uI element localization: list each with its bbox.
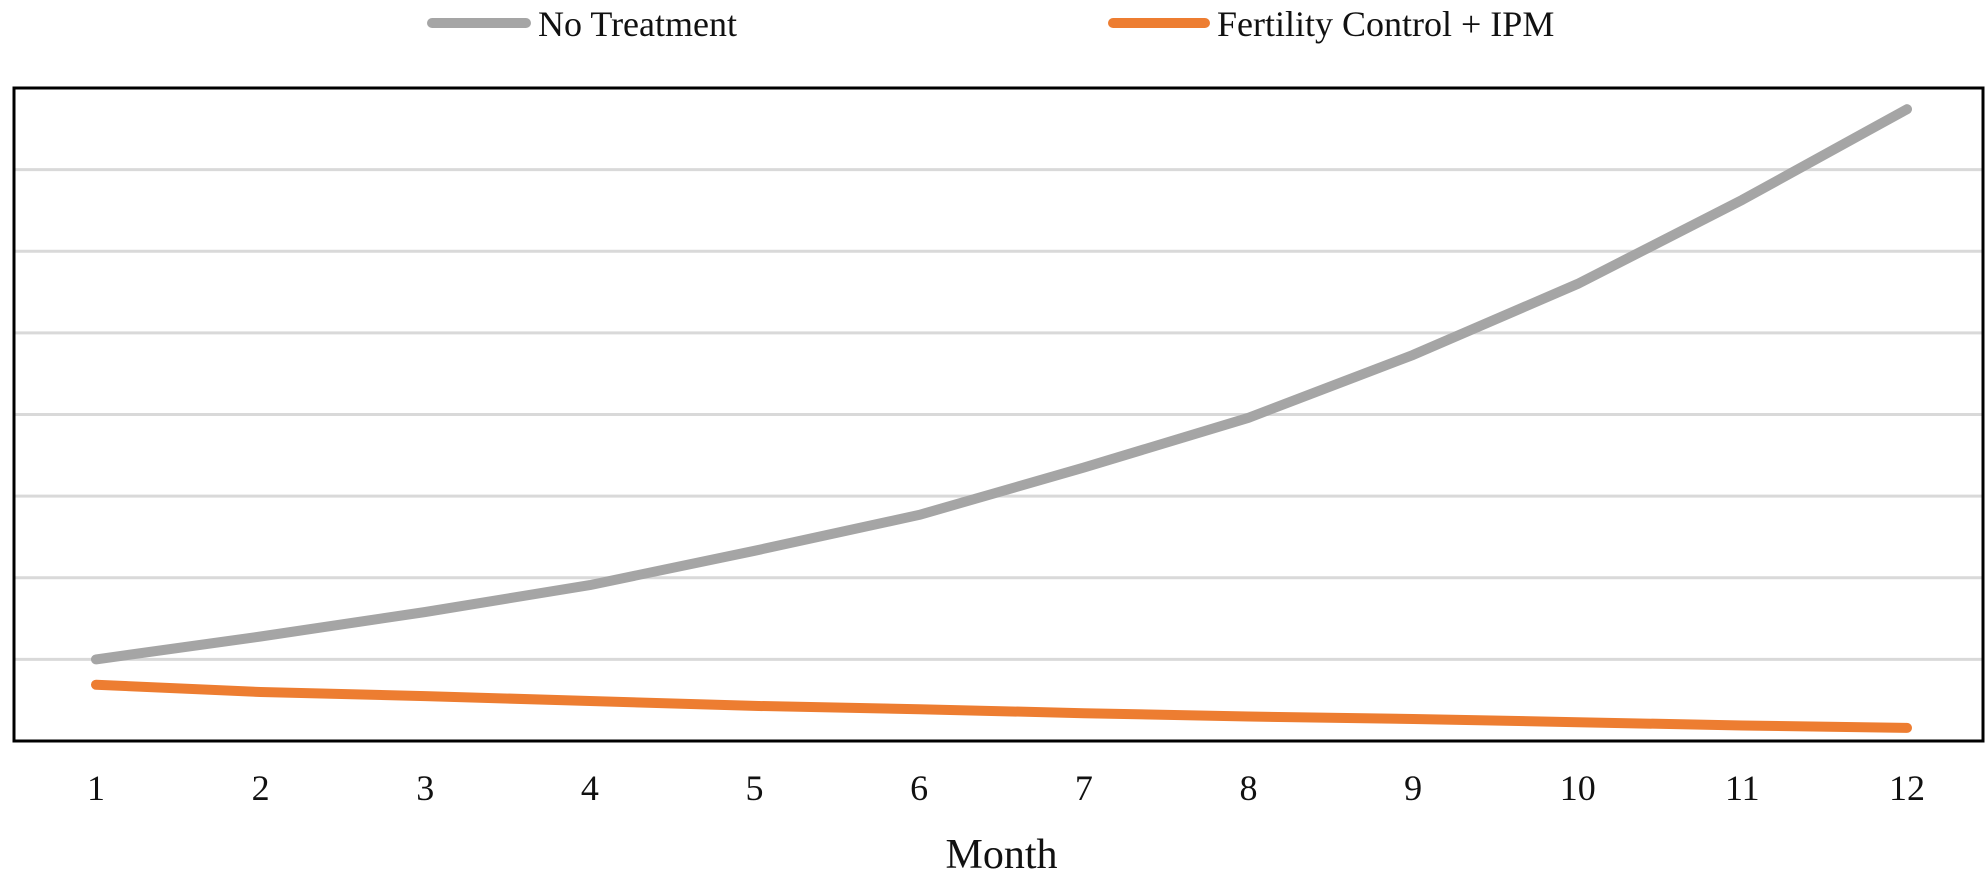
x-axis-title: Month: [945, 832, 1057, 874]
x-tick-label: 11: [1725, 768, 1760, 808]
x-tick-label: 8: [1239, 768, 1257, 808]
x-axis-ticks: 1 2 3 4 5 6 7 8 9 10 11 12: [87, 768, 1925, 808]
x-tick-label: 1: [87, 768, 105, 808]
x-tick-label: 4: [581, 768, 599, 808]
x-tick-label: 9: [1404, 768, 1422, 808]
plot-frame: [12, 86, 1985, 743]
legend-label: No Treatment: [538, 4, 737, 44]
series-layer: [91, 104, 1912, 733]
series-line: [91, 104, 1912, 665]
x-tick-label: 7: [1075, 768, 1093, 808]
x-tick-label: 6: [910, 768, 928, 808]
x-tick-label: 12: [1889, 768, 1925, 808]
x-tick-label: 5: [746, 768, 764, 808]
x-tick-label: 10: [1560, 768, 1596, 808]
legend-label: Fertility Control + IPM: [1217, 4, 1554, 44]
x-tick-label: 3: [416, 768, 434, 808]
series-line: [91, 679, 1912, 733]
x-tick-label: 2: [252, 768, 270, 808]
gridlines: [14, 168, 1983, 661]
legend: No Treatment Fertility Control + IPM: [427, 4, 1554, 44]
